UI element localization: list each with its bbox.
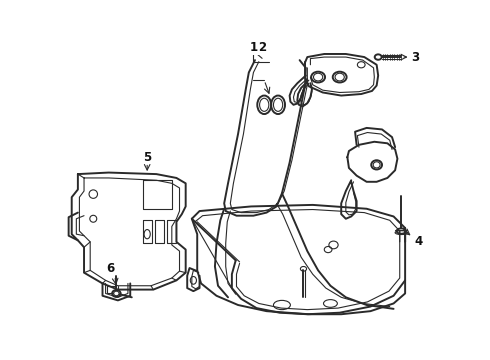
- Ellipse shape: [314, 73, 323, 81]
- Text: 6: 6: [106, 261, 114, 275]
- Text: 3: 3: [411, 50, 419, 64]
- Text: 1: 1: [249, 41, 258, 54]
- Ellipse shape: [114, 291, 119, 296]
- Ellipse shape: [335, 73, 344, 81]
- Text: 5: 5: [143, 150, 151, 164]
- Text: 4: 4: [414, 235, 422, 248]
- Text: 2: 2: [259, 41, 267, 54]
